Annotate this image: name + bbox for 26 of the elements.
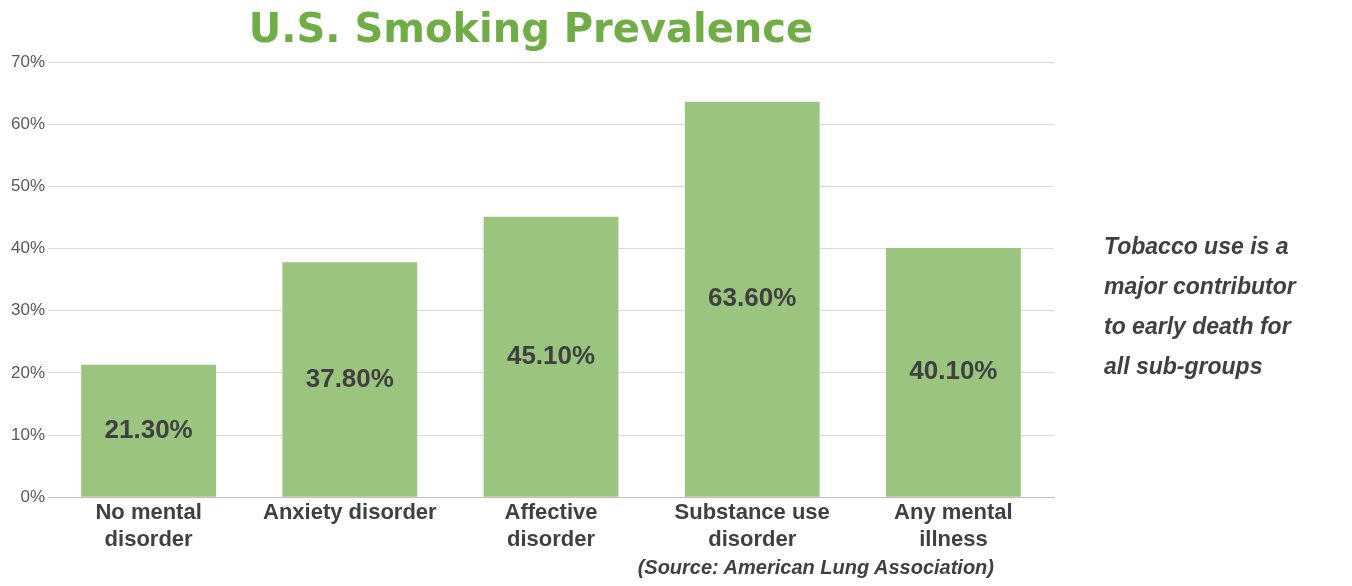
y-tick-label: 30% xyxy=(10,300,46,320)
y-tick-label: 10% xyxy=(10,424,46,444)
data-label: 63.60% xyxy=(708,282,797,313)
x-tick-label: Anxiety disorder xyxy=(263,499,438,525)
x-tick-label: Any mental illness xyxy=(894,499,1013,551)
bar xyxy=(684,101,820,497)
y-tick-label: 0% xyxy=(20,486,46,506)
text: (Source: American Lung Association) xyxy=(637,555,995,578)
data-label: 21.30% xyxy=(104,413,193,444)
y-tick-label: 70% xyxy=(10,51,46,71)
x-tick-label: Substance use disorder xyxy=(674,499,830,551)
bar xyxy=(81,364,217,497)
bar xyxy=(886,247,1021,497)
y-tick-label: 20% xyxy=(10,362,46,382)
y-tick-label: 60% xyxy=(10,113,46,133)
y-tick-label: 50% xyxy=(10,176,46,196)
data-label: 37.80% xyxy=(305,362,394,393)
y-tick-label: 40% xyxy=(10,238,46,258)
bar xyxy=(282,262,418,497)
data-label: 40.10% xyxy=(909,355,998,386)
chart-title: U.S. Smoking Prevalence xyxy=(248,5,814,52)
x-tick-label: No mental disorder xyxy=(95,499,202,551)
data-label: 45.10% xyxy=(506,339,596,370)
x-tick-label: Affective disorder xyxy=(504,499,598,551)
text: Tobacco use is a major contributor to early death for all sub-groups xyxy=(1104,233,1297,380)
bar xyxy=(483,216,619,497)
